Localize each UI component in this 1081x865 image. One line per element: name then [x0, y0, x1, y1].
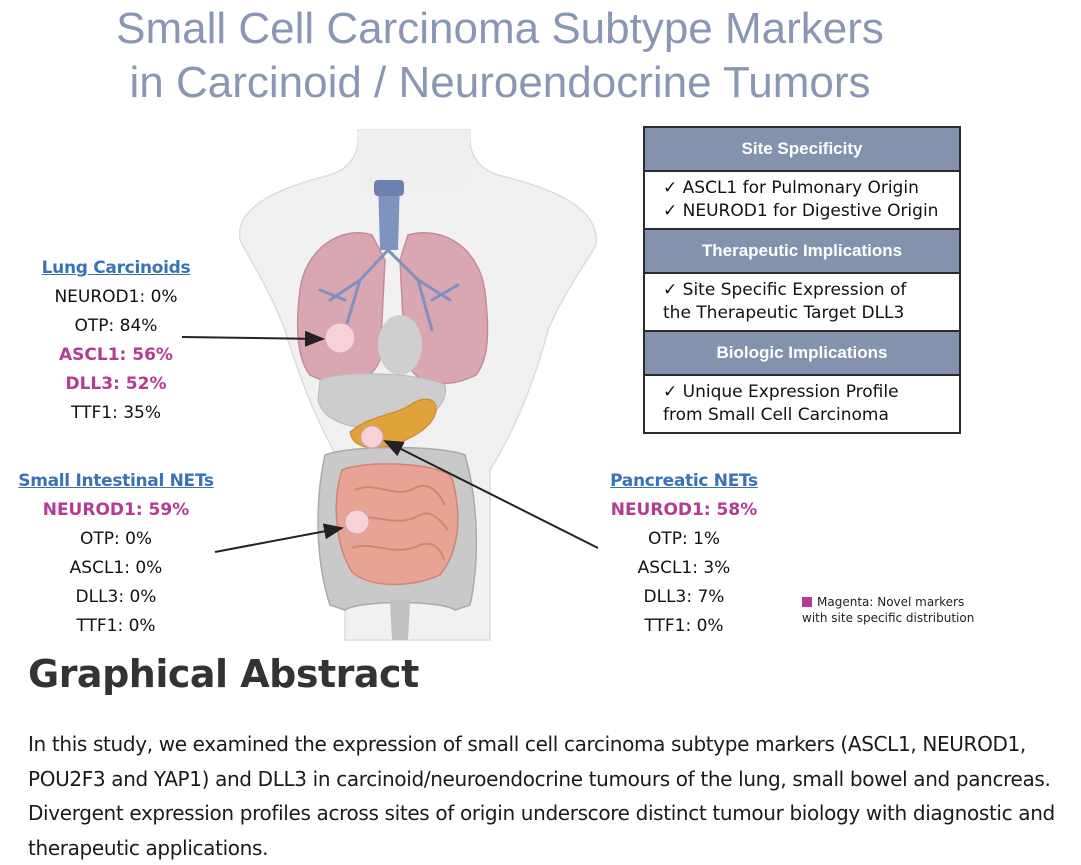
small-intestine-heading: Small Intestinal NETs: [18, 471, 214, 491]
site-line-1: ✓ ASCL1 for Pulmonary Origin: [663, 178, 919, 198]
biologic-line-1: ✓ Unique Expression Profile: [663, 382, 899, 402]
intestine-tumour: [344, 509, 370, 535]
rectum: [390, 600, 410, 640]
implications-box: Site Specificity ✓ ASCL1 for Pulmonary O…: [643, 126, 961, 434]
lung-carcinoids-panel: Lung Carcinoids NEUROD1: 0% OTP: 84% ASC…: [40, 254, 192, 428]
lung-arrow: [181, 330, 325, 347]
figure-title: Small Cell Carcinoma Subtype Markers in …: [0, 2, 1000, 110]
site-specificity-header: Site Specificity: [645, 128, 959, 172]
magenta-swatch-icon: [802, 597, 812, 607]
pan-marker-otp: OTP: 1%: [647, 529, 721, 549]
pan-marker-neurod1: NEUROD1: 58%: [610, 500, 758, 520]
intestine-arrow: [214, 523, 344, 553]
biologic-line-2: from Small Cell Carcinoma: [663, 405, 889, 425]
larynx: [374, 180, 404, 196]
lung-marker-neurod1: NEUROD1: 0%: [54, 287, 178, 307]
magenta-legend: Magenta: Novel markers with site specifi…: [802, 594, 974, 626]
lung-marker-otp: OTP: 84%: [74, 316, 158, 336]
trachea: [378, 180, 400, 250]
pancreas-heading: Pancreatic NETs: [610, 471, 758, 491]
si-marker-dll3: DLL3: 0%: [75, 587, 157, 607]
site-specificity-body: ✓ ASCL1 for Pulmonary Origin ✓ NEUROD1 f…: [645, 172, 959, 230]
si-marker-ttf1: TTF1: 0%: [76, 616, 156, 636]
legend-line-1: Magenta: Novel markers: [817, 595, 965, 609]
graphical-abstract-heading: Graphical Abstract: [28, 652, 419, 696]
lung-marker-ttf1: TTF1: 35%: [71, 403, 161, 423]
site-line-2: ✓ NEUROD1 for Digestive Origin: [663, 201, 939, 221]
small-intestinal-nets-panel: Small Intestinal NETs NEUROD1: 59% OTP: …: [14, 467, 218, 641]
small-intestine: [335, 463, 459, 586]
anatomy-illustration: [181, 129, 599, 641]
biologic-implications-body: ✓ Unique Expression Profile from Small C…: [645, 376, 959, 432]
neck-shape: [358, 130, 470, 190]
legend-line-2: with site specific distribution: [802, 611, 975, 625]
pancreatic-nets-panel: Pancreatic NETs NEUROD1: 58% OTP: 1% ASC…: [606, 467, 762, 641]
therapeutic-implications-body: ✓ Site Specific Expression of the Therap…: [645, 274, 959, 332]
si-marker-neurod1: NEUROD1: 59%: [42, 500, 190, 520]
heart: [378, 315, 422, 375]
lung-heading: Lung Carcinoids: [41, 258, 191, 278]
bronchial-tree: [318, 248, 460, 332]
therapeutic-line-1: ✓ Site Specific Expression of: [663, 280, 907, 300]
therapeutic-line-2: the Therapeutic Target DLL3: [663, 303, 905, 323]
abstract-text: In this study, we examined the expressio…: [28, 732, 1055, 860]
title-line-2: in Carcinoid / Neuroendocrine Tumors: [129, 58, 871, 107]
si-marker-otp: OTP: 0%: [79, 529, 153, 549]
lung-marker-ascl1: ASCL1: 56%: [59, 345, 173, 365]
lung-marker-dll3: DLL3: 52%: [65, 374, 167, 394]
lung-tumour: [324, 322, 356, 354]
pan-marker-ttf1: TTF1: 0%: [644, 616, 724, 636]
pan-marker-dll3: DLL3: 7%: [643, 587, 725, 607]
biologic-implications-header: Biologic Implications: [645, 332, 959, 376]
pancreas-tumour: [360, 425, 384, 449]
pancreas-arrow: [383, 440, 599, 549]
si-marker-ascl1: ASCL1: 0%: [69, 558, 163, 578]
pan-marker-ascl1: ASCL1: 3%: [637, 558, 731, 578]
therapeutic-implications-header: Therapeutic Implications: [645, 230, 959, 274]
title-line-1: Small Cell Carcinoma Subtype Markers: [116, 4, 884, 53]
